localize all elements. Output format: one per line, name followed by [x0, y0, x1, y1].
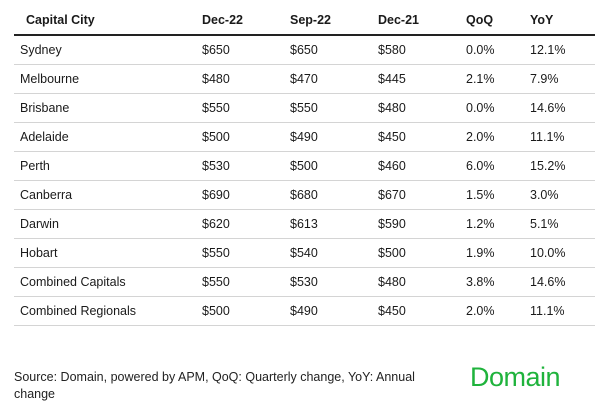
cell-qoq: 0.0% — [466, 35, 530, 65]
cell-yoy: 10.0% — [530, 238, 595, 268]
cell-dec-21: $450 — [378, 122, 466, 152]
cell-qoq: 6.0% — [466, 151, 530, 181]
cell-sep-22: $470 — [290, 64, 378, 94]
table-row: Perth $530 $500 $460 6.0% 15.2% — [14, 151, 595, 181]
cell-city: Hobart — [14, 238, 202, 268]
cell-dec-22: $480 — [202, 64, 290, 94]
cell-dec-22: $550 — [202, 238, 290, 268]
cell-sep-22: $540 — [290, 238, 378, 268]
cell-dec-21: $460 — [378, 151, 466, 181]
cell-dec-21: $500 — [378, 238, 466, 268]
cell-dec-22: $620 — [202, 209, 290, 239]
cell-city: Adelaide — [14, 122, 202, 152]
cell-dec-21: $590 — [378, 209, 466, 239]
cell-qoq: 2.0% — [466, 296, 530, 326]
cell-yoy: 11.1% — [530, 296, 595, 326]
cell-dec-21: $580 — [378, 35, 466, 65]
cell-city: Sydney — [14, 35, 202, 65]
cell-yoy: 14.6% — [530, 267, 595, 297]
table-row: Canberra $690 $680 $670 1.5% 3.0% — [14, 180, 595, 210]
cell-sep-22: $490 — [290, 296, 378, 326]
cell-yoy: 11.1% — [530, 122, 595, 152]
cell-qoq: 3.8% — [466, 267, 530, 297]
cell-city: Perth — [14, 151, 202, 181]
cell-sep-22: $500 — [290, 151, 378, 181]
cell-qoq: 1.9% — [466, 238, 530, 268]
cell-dec-22: $550 — [202, 93, 290, 123]
table-row: Combined Capitals $550 $530 $480 3.8% 14… — [14, 267, 595, 297]
cell-sep-22: $550 — [290, 93, 378, 123]
rent-table: Capital City Dec-22 Sep-22 Dec-21 QoQ Yo… — [14, 6, 595, 326]
header-qoq: QoQ — [466, 6, 530, 36]
cell-city: Brisbane — [14, 93, 202, 123]
cell-qoq: 0.0% — [466, 93, 530, 123]
cell-dec-22: $500 — [202, 296, 290, 326]
cell-sep-22: $613 — [290, 209, 378, 239]
cell-sep-22: $650 — [290, 35, 378, 65]
cell-dec-22: $550 — [202, 267, 290, 297]
domain-logo: Domain — [470, 362, 561, 392]
cell-yoy: 15.2% — [530, 151, 595, 181]
cell-dec-22: $530 — [202, 151, 290, 181]
table-row: Adelaide $500 $490 $450 2.0% 11.1% — [14, 122, 595, 152]
cell-dec-22: $650 — [202, 35, 290, 65]
table-row: Sydney $650 $650 $580 0.0% 12.1% — [14, 35, 595, 65]
header-sep-22: Sep-22 — [290, 6, 378, 36]
cell-city: Combined Capitals — [14, 267, 202, 297]
cell-sep-22: $680 — [290, 180, 378, 210]
cell-dec-21: $445 — [378, 64, 466, 94]
table-row: Melbourne $480 $470 $445 2.1% 7.9% — [14, 64, 595, 94]
cell-sep-22: $490 — [290, 122, 378, 152]
cell-qoq: 2.1% — [466, 64, 530, 94]
cell-city: Darwin — [14, 209, 202, 239]
cell-dec-21: $480 — [378, 267, 466, 297]
cell-city: Canberra — [14, 180, 202, 210]
cell-city: Melbourne — [14, 64, 202, 94]
cell-dec-21: $480 — [378, 93, 466, 123]
header-dec-22: Dec-22 — [202, 6, 290, 36]
cell-qoq: 1.5% — [466, 180, 530, 210]
cell-yoy: 5.1% — [530, 209, 595, 239]
source-note: Source: Domain, powered by APM, QoQ: Qua… — [14, 370, 415, 401]
cell-yoy: 12.1% — [530, 35, 595, 65]
cell-qoq: 1.2% — [466, 209, 530, 239]
cell-yoy: 7.9% — [530, 64, 595, 94]
header-capital-city: Capital City — [14, 6, 202, 36]
cell-dec-22: $690 — [202, 180, 290, 210]
cell-dec-21: $450 — [378, 296, 466, 326]
table-row: Hobart $550 $540 $500 1.9% 10.0% — [14, 238, 595, 268]
table-row: Darwin $620 $613 $590 1.2% 5.1% — [14, 209, 595, 239]
cell-sep-22: $530 — [290, 267, 378, 297]
cell-dec-21: $670 — [378, 180, 466, 210]
cell-yoy: 3.0% — [530, 180, 595, 210]
header-yoy: YoY — [530, 6, 595, 36]
cell-qoq: 2.0% — [466, 122, 530, 152]
header-dec-21: Dec-21 — [378, 6, 466, 36]
table-header-row: Capital City Dec-22 Sep-22 Dec-21 QoQ Yo… — [14, 6, 595, 36]
table-row: Brisbane $550 $550 $480 0.0% 14.6% — [14, 93, 595, 123]
cell-yoy: 14.6% — [530, 93, 595, 123]
cell-city: Combined Regionals — [14, 296, 202, 326]
table-row: Combined Regionals $500 $490 $450 2.0% 1… — [14, 296, 595, 326]
cell-dec-22: $500 — [202, 122, 290, 152]
